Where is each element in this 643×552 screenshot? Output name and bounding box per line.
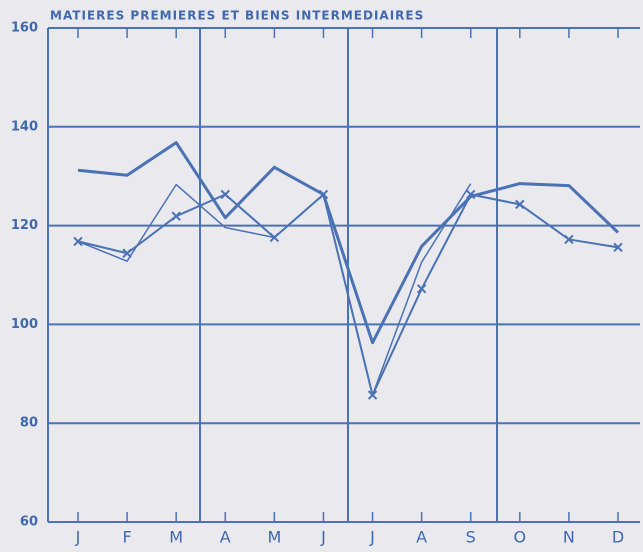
series-line <box>77 141 620 345</box>
marker <box>515 199 525 210</box>
y-tick-label: 100 <box>11 317 38 332</box>
y-tick-label: 60 <box>20 515 38 530</box>
x-tick-label: J <box>320 528 326 547</box>
x-tick-label: O <box>514 528 527 547</box>
marker <box>220 189 230 200</box>
x-tick-label: A <box>220 528 231 547</box>
x-tick-label: J <box>75 528 81 547</box>
y-tick-label: 160 <box>11 21 38 36</box>
x-tick-label: J <box>369 528 375 547</box>
x-tick-label: F <box>122 528 131 547</box>
x-tick-label: M <box>169 528 183 547</box>
chart-title: MATIERES PREMIERES ET BIENS INTERMEDIAIR… <box>50 9 424 23</box>
frame <box>47 28 498 522</box>
y-tick-label: 120 <box>11 218 38 233</box>
series-line <box>77 183 472 396</box>
y-tick-label: 140 <box>11 119 38 134</box>
x-tick-label: A <box>416 528 427 547</box>
x-tick-label: D <box>612 528 624 547</box>
marker <box>613 242 623 253</box>
x-tick-label: S <box>466 528 476 547</box>
marker <box>564 234 574 245</box>
marker <box>416 284 427 294</box>
marker <box>171 211 181 221</box>
y-tick-label: 80 <box>20 416 38 431</box>
x-tick-label: M <box>267 528 281 547</box>
x-tick-label: N <box>563 528 575 547</box>
marker <box>466 189 476 200</box>
